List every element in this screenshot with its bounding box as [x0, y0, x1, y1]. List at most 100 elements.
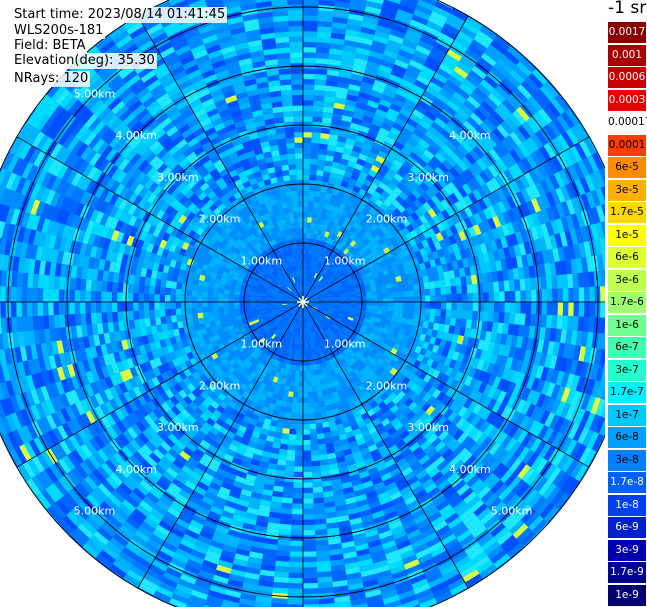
- range-gate: [411, 108, 425, 120]
- range-gate: [333, 102, 345, 110]
- range-gate: [386, 310, 393, 317]
- range-gate: [344, 34, 360, 43]
- range-gate: [402, 74, 417, 85]
- range-gate: [310, 291, 316, 296]
- range-gate: [350, 73, 364, 82]
- range-gate: [447, 74, 463, 88]
- range-gate: [546, 302, 553, 316]
- range-gate: [326, 256, 332, 262]
- range-gate: [520, 290, 527, 302]
- range-gate: [443, 53, 460, 66]
- range-gate: [377, 215, 386, 224]
- range-gate: [329, 172, 338, 179]
- range-gate: [420, 153, 431, 164]
- range-gate: [512, 110, 526, 125]
- range-gate: [362, 264, 370, 271]
- range-gate: [394, 59, 409, 70]
- range-gate: [329, 48, 343, 56]
- range-gate: [333, 229, 340, 236]
- range-gate: [303, 174, 310, 180]
- range-gate: [340, 239, 347, 247]
- range-gate: [317, 15, 333, 23]
- range-gate: [304, 275, 306, 281]
- range-gate: [386, 168, 397, 178]
- range-gate: [440, 128, 453, 141]
- range-gate: [315, 280, 320, 286]
- range-gate: [393, 93, 407, 104]
- range-gate: [323, 0, 335, 1]
- range-gate: [337, 135, 347, 143]
- range-gate: [311, 277, 316, 284]
- range-gate: [456, 285, 463, 294]
- range-gate: [338, 258, 345, 265]
- range-gate: [406, 183, 416, 194]
- range-gate: [418, 223, 428, 233]
- range-gate: [462, 120, 476, 133]
- range-gate: [426, 20, 443, 33]
- range-gate: [366, 199, 375, 208]
- range-gate: [309, 434, 318, 440]
- range-gate: [311, 217, 317, 224]
- range-gate: [397, 213, 407, 222]
- range-gate: [318, 284, 324, 289]
- range-gate: [461, 284, 468, 294]
- range-gate: [465, 48, 481, 62]
- range-gate: [303, 355, 307, 361]
- range-gate: [402, 39, 418, 50]
- range-gate: [371, 305, 378, 310]
- range-gate: [416, 74, 431, 86]
- range-gate: [306, 294, 312, 299]
- range-gate: [482, 311, 489, 322]
- range-gate: [314, 79, 327, 86]
- range-gate: [414, 226, 423, 236]
- range-gate: [438, 163, 449, 175]
- range-gate: [341, 270, 348, 276]
- range-gate: [333, 268, 339, 274]
- range-gate: [545, 275, 553, 290]
- range-gate: [285, 406, 292, 413]
- range-gate: [361, 166, 371, 175]
- range-gate: [393, 208, 402, 217]
- range-gate: [484, 48, 501, 63]
- range-gate: [470, 177, 482, 190]
- range-gate: [395, 88, 410, 99]
- range-gate: [312, 261, 317, 267]
- range-gate: [516, 160, 529, 175]
- range-gate: [509, 149, 522, 164]
- range-gate: [303, 455, 312, 462]
- range-gate: [499, 302, 505, 313]
- range-gate: [485, 180, 497, 194]
- range-gate: [324, 274, 330, 280]
- range-gate: [482, 282, 489, 293]
- range-gate: [426, 145, 438, 156]
- range-gate: [336, 271, 342, 277]
- range-gate: [389, 228, 398, 237]
- range-gate: [438, 62, 454, 75]
- range-gate: [331, 259, 337, 265]
- range-gate: [326, 209, 333, 217]
- range-gate: [281, 497, 293, 504]
- range-gate: [303, 100, 314, 106]
- range-gate: [513, 88, 528, 103]
- range-gate: [288, 572, 303, 579]
- range-gate: [313, 228, 319, 235]
- range-gate: [519, 278, 526, 291]
- range-gate: [353, 236, 360, 243]
- range-gate: [386, 194, 396, 204]
- range-gate: [514, 279, 521, 291]
- range-gate: [430, 170, 442, 182]
- range-gate: [346, 183, 355, 191]
- range-gate: [369, 255, 377, 263]
- range-gate: [303, 73, 315, 80]
- range-gate: [310, 444, 319, 451]
- range-gate: [479, 170, 490, 184]
- range-gate: [303, 264, 305, 271]
- range-gate: [303, 25, 318, 32]
- range-gate: [435, 67, 451, 80]
- range-gate: [326, 149, 335, 157]
- range-gate: [506, 46, 524, 62]
- range-gate: [396, 54, 411, 65]
- range-gate: [356, 231, 364, 239]
- range-gate: [329, 272, 335, 278]
- range-gate: [487, 282, 494, 293]
